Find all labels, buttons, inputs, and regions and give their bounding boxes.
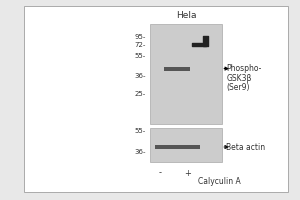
Text: (Ser9): (Ser9) (226, 83, 250, 92)
Text: GSK3β: GSK3β (226, 74, 252, 83)
Bar (154, 145, 200, 149)
Bar (24, 6, 288, 192)
Text: Beta actin: Beta actin (226, 142, 266, 152)
Text: 55-: 55- (134, 128, 146, 134)
Text: 72-: 72- (134, 42, 146, 48)
Text: -: - (159, 168, 162, 178)
Bar (164, 67, 190, 71)
Text: Hela: Hela (176, 10, 196, 20)
Text: +: + (184, 168, 191, 178)
Bar (150, 128, 222, 162)
Text: 36-: 36- (134, 73, 146, 79)
Text: 25-: 25- (134, 91, 146, 97)
Bar (150, 24, 222, 124)
Text: Calyculin A: Calyculin A (198, 178, 241, 186)
Text: Phospho-: Phospho- (226, 64, 262, 73)
Text: 55-: 55- (134, 53, 146, 59)
Text: 95-: 95- (134, 34, 146, 40)
Text: 36-: 36- (134, 149, 146, 155)
